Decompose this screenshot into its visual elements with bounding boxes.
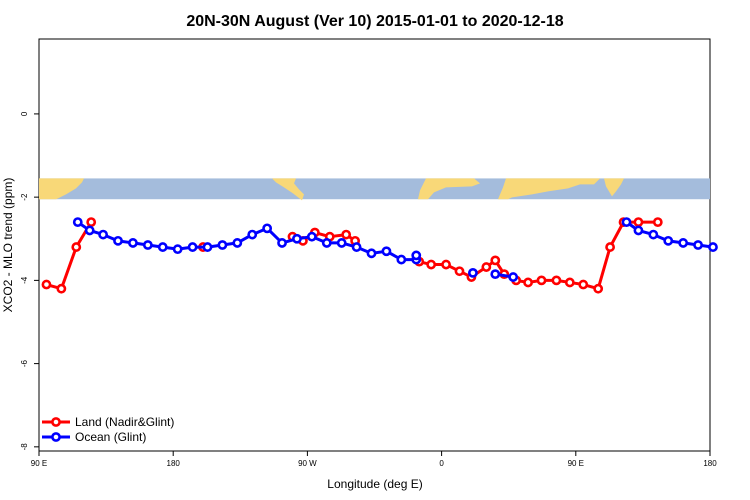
data-point [72, 217, 83, 228]
legend-marker [51, 417, 61, 427]
x-tick-label: 90 W [298, 459, 317, 468]
data-point [536, 275, 547, 286]
series-0 [41, 217, 663, 294]
data-point [523, 277, 533, 288]
data-point [113, 235, 123, 246]
data-point [172, 244, 183, 255]
data-point [441, 259, 451, 270]
data-point [708, 242, 718, 252]
data-point [468, 267, 478, 278]
data-point [217, 240, 228, 250]
data-point [306, 231, 317, 242]
data-point [366, 248, 377, 259]
data-point [142, 240, 153, 250]
data-point [396, 254, 407, 265]
map-land [418, 178, 480, 200]
series-1 [72, 217, 718, 282]
map-land [498, 178, 600, 200]
data-point [232, 238, 243, 248]
data-point [86, 217, 97, 228]
data-point [187, 242, 198, 252]
x-tick-label: 0 [439, 459, 444, 468]
data-point [605, 242, 615, 252]
data-point [481, 262, 492, 272]
data-point [648, 229, 659, 240]
data-point [292, 233, 302, 244]
data-point [564, 277, 575, 288]
x-tick-label: 180 [703, 459, 717, 468]
data-point [652, 217, 663, 228]
y-tick-label: -2 [20, 193, 29, 201]
data-point [56, 283, 67, 294]
data-point [508, 272, 519, 282]
data-point [277, 238, 287, 248]
x-tick-label: 90 E [568, 459, 584, 468]
data-point [693, 240, 703, 250]
chart-title: 20N-30N August (Ver 10) 2015-01-01 to 20… [186, 13, 563, 30]
y-tick-label: -4 [20, 276, 29, 284]
data-point [454, 266, 465, 277]
data-point [663, 235, 674, 246]
x-axis: 90 E 180 90 W 0 90 E 180 [31, 451, 717, 468]
data-point [633, 217, 644, 228]
x-tick-label: 90 E [31, 459, 47, 468]
data-point [678, 238, 689, 248]
data-point [621, 217, 632, 228]
data-point [426, 259, 437, 270]
data-point [578, 279, 589, 290]
data-point [202, 242, 213, 252]
data-point [247, 229, 258, 240]
data-point [336, 238, 347, 248]
data-point [490, 255, 501, 266]
data-point [551, 275, 562, 286]
data-point [411, 250, 422, 261]
data-point [71, 242, 82, 252]
map-land [272, 178, 304, 201]
y-axis-label: XCO2 - MLO trend (ppm) [1, 178, 15, 313]
data-point [157, 242, 168, 252]
map-land [604, 178, 624, 197]
map-land [39, 178, 84, 200]
data-point [262, 223, 273, 234]
legend-label: Ocean (Glint) [75, 430, 146, 444]
y-axis: 0 -2 -4 -6 -8 [20, 111, 39, 450]
data-point [98, 229, 109, 240]
data-point [321, 238, 332, 248]
data-point [41, 279, 52, 290]
data-point [633, 225, 644, 236]
data-point [128, 238, 138, 248]
series-layer [41, 217, 718, 294]
legend: Land (Nadir&Glint)Ocean (Glint) [42, 415, 174, 444]
data-point [341, 229, 352, 240]
data-point [593, 283, 604, 294]
legend-marker [51, 432, 61, 442]
x-tick-label: 180 [167, 459, 181, 468]
data-point [381, 246, 392, 257]
x-axis-label: Longitude (deg E) [327, 477, 422, 491]
y-tick-label: -6 [20, 360, 29, 368]
world-map-strip [39, 178, 710, 201]
data-point [351, 242, 362, 252]
y-tick-label: 0 [20, 111, 29, 116]
data-point [490, 269, 501, 280]
series-line [46, 221, 93, 291]
legend-label: Land (Nadir&Glint) [75, 415, 174, 429]
y-tick-label: -8 [20, 443, 29, 451]
data-point [84, 225, 95, 236]
